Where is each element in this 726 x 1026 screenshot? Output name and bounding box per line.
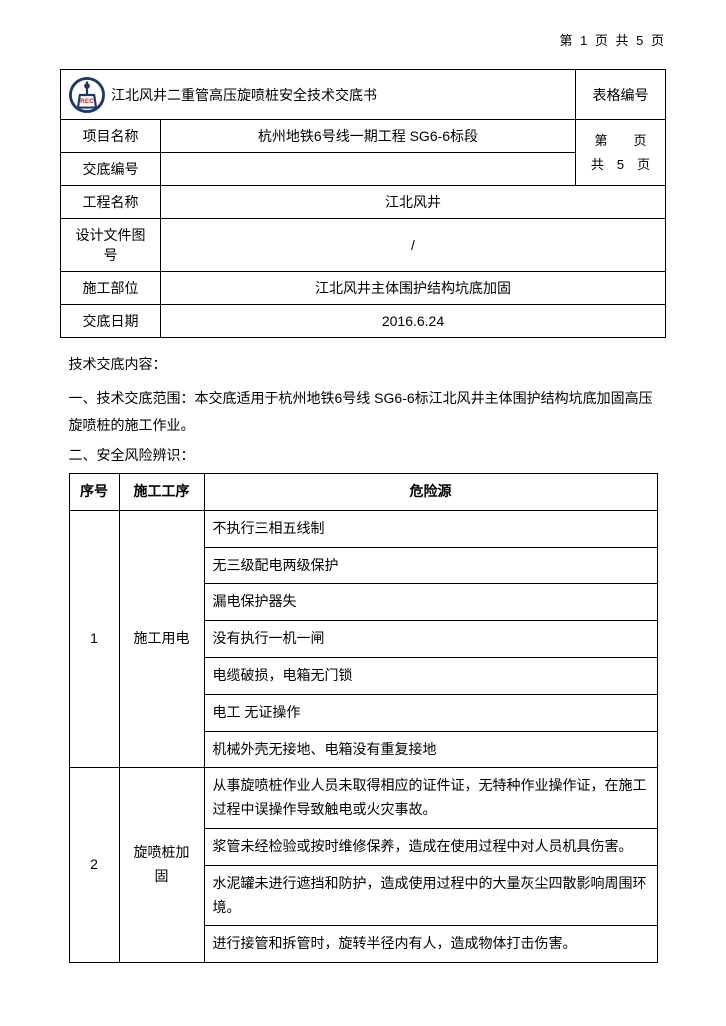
- risk-hazard: 不执行三相五线制: [204, 510, 657, 547]
- risk-table-header-row: 序号 施工工序 危险源: [69, 473, 657, 510]
- svg-text:REC: REC: [80, 97, 94, 104]
- company-logo-icon: REC: [69, 77, 105, 113]
- content-paragraph-2: 二、安全风险辨识：: [69, 442, 658, 469]
- risk-process: 施工用电: [119, 510, 204, 768]
- risk-hazard: 没有执行一机一闸: [204, 621, 657, 658]
- disclosure-date-value: 2016.6.24: [161, 305, 666, 338]
- engineering-name-label: 工程名称: [61, 186, 161, 219]
- title-cell: REC 江北风井二重管高压旋喷桩安全技术交底书: [61, 70, 576, 120]
- risk-index: 1: [69, 510, 119, 768]
- document-title: 江北风井二重管高压旋喷桩安全技术交底书: [111, 85, 377, 105]
- content-paragraph-1: 一、技术交底范围：本交底适用于杭州地铁6号线 SG6-6标江北风井主体围护结构坑…: [69, 385, 658, 438]
- risk-hazard: 电缆破损，电箱无门锁: [204, 657, 657, 694]
- disclosure-number-label: 交底编号: [61, 153, 161, 186]
- header-table: REC 江北风井二重管高压旋喷桩安全技术交底书 表格编号 项目名称 杭州地铁6号…: [60, 69, 666, 969]
- risk-hazard: 从事旋喷桩作业人员未取得相应的证件证，无特种作业操作证，在施工过程中误操作导致触…: [204, 768, 657, 829]
- risk-hazard: 浆管未经检验或按时维修保养，造成在使用过程中对人员机具伤害。: [204, 828, 657, 865]
- page-line-2: 共 5 页: [584, 153, 657, 176]
- risk-index: 2: [69, 768, 119, 963]
- table-row: 1施工用电不执行三相五线制: [69, 510, 657, 547]
- col-header-index: 序号: [69, 473, 119, 510]
- content-cell: 技术交底内容： 一、技术交底范围：本交底适用于杭州地铁6号线 SG6-6标江北风…: [61, 338, 666, 970]
- design-doc-value: /: [161, 219, 666, 272]
- page-number-header: 第 1 页 共 5 页: [60, 30, 666, 49]
- engineering-name-value: 江北风井: [161, 186, 666, 219]
- risk-hazard: 水泥罐未进行遮挡和防护，造成使用过程中的大量灰尘四散影响周围环境。: [204, 865, 657, 926]
- content-heading: 技术交底内容：: [69, 352, 658, 377]
- col-header-hazard: 危险源: [204, 473, 657, 510]
- risk-hazard: 机械外壳无接地、电箱没有重复接地: [204, 731, 657, 768]
- form-number-label: 表格编号: [576, 70, 666, 120]
- risk-table: 序号 施工工序 危险源 1施工用电不执行三相五线制无三级配电两级保护漏电保护器失…: [69, 473, 658, 963]
- disclosure-number-value: [161, 153, 576, 186]
- risk-process: 旋喷桩加固: [119, 768, 204, 963]
- risk-hazard: 进行接管和拆管时，旋转半径内有人，造成物体打击伤害。: [204, 926, 657, 963]
- design-doc-label: 设计文件图号: [61, 219, 161, 272]
- document-body: REC 江北风井二重管高压旋喷桩安全技术交底书 表格编号 项目名称 杭州地铁6号…: [60, 69, 666, 969]
- table-row: 2旋喷桩加固从事旋喷桩作业人员未取得相应的证件证，无特种作业操作证，在施工过程中…: [69, 768, 657, 829]
- risk-hazard: 无三级配电两级保护: [204, 547, 657, 584]
- construction-part-label: 施工部位: [61, 272, 161, 305]
- col-header-process: 施工工序: [119, 473, 204, 510]
- disclosure-date-label: 交底日期: [61, 305, 161, 338]
- project-name-label: 项目名称: [61, 120, 161, 153]
- construction-part-value: 江北风井主体围护结构坑底加固: [161, 272, 666, 305]
- project-name-value: 杭州地铁6号线一期工程 SG6-6标段: [161, 120, 576, 153]
- risk-hazard: 漏电保护器失: [204, 584, 657, 621]
- page-line-1: 第 页: [584, 129, 657, 152]
- risk-hazard: 电工 无证操作: [204, 694, 657, 731]
- page-indicator-cell: 第 页 共 5 页: [576, 120, 666, 186]
